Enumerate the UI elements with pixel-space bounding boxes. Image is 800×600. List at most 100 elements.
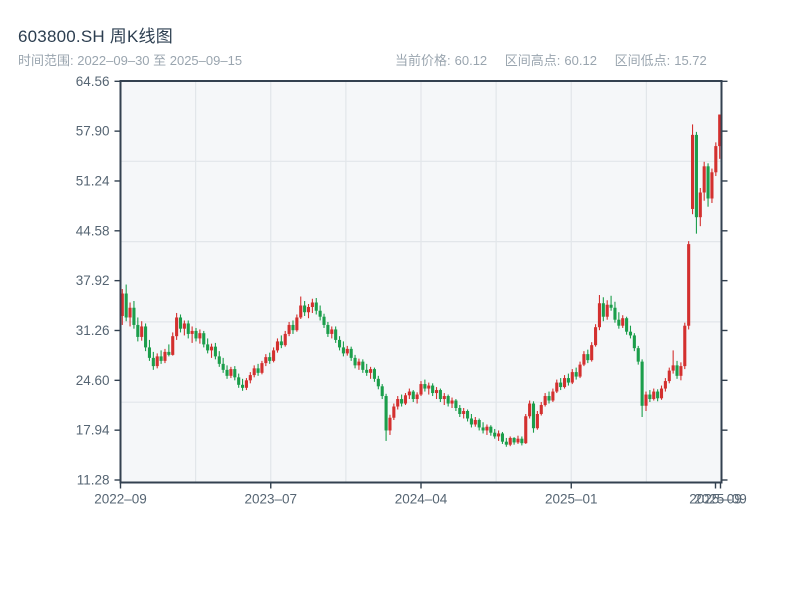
candle-body <box>531 403 536 429</box>
candle-body <box>310 302 314 307</box>
candle-body <box>256 368 260 373</box>
candle-body <box>376 378 380 387</box>
candle-body <box>458 408 462 414</box>
candle-body <box>260 363 264 373</box>
candle-body <box>632 335 636 349</box>
candle-body <box>605 304 609 317</box>
candle-body <box>388 417 392 431</box>
candle-body <box>698 192 702 218</box>
candle-body <box>450 400 454 404</box>
candle-body <box>512 437 516 443</box>
candle-body <box>353 357 357 366</box>
candle-body <box>652 391 656 400</box>
candle-body <box>171 336 175 355</box>
y-tick-label: 11.28 <box>77 473 110 488</box>
candle-body <box>524 416 528 444</box>
candle-body <box>392 406 396 418</box>
candle-body <box>299 305 303 318</box>
candle-body <box>202 333 206 345</box>
candle-body <box>147 347 152 358</box>
candle-body <box>551 391 555 401</box>
candle-body <box>454 400 458 409</box>
candle-body <box>361 361 365 370</box>
candle-body <box>516 438 520 443</box>
candle-body <box>644 394 648 406</box>
candle-body <box>520 438 524 444</box>
candle-body <box>508 437 512 445</box>
page-title: 603800.SH 周K线图 <box>18 27 173 46</box>
candle-body <box>213 346 217 357</box>
candle-body <box>411 391 415 400</box>
candle-body <box>473 419 477 425</box>
price-stats: 当前价格: 60.12 区间高点: 60.12 区间低点: 15.72 <box>395 50 721 69</box>
candle-body <box>120 293 124 316</box>
candle-body <box>337 339 342 348</box>
time-range-label: 时间范围: 2022–09–30 至 2025–09–15 <box>18 53 243 68</box>
candle-body <box>597 303 601 328</box>
candle-body <box>128 307 132 318</box>
candle-body <box>423 384 427 389</box>
candle-body <box>132 307 136 325</box>
range-high-stat: 区间高点: 60.12 <box>505 53 597 68</box>
candle-body <box>663 381 667 389</box>
candle-body <box>640 361 644 406</box>
candle-body <box>497 433 501 437</box>
candle-body <box>345 348 349 354</box>
candle-body <box>314 302 318 311</box>
candle-body <box>547 396 551 401</box>
candle-body <box>384 396 388 431</box>
candle-body <box>586 354 590 361</box>
candle-body <box>252 368 256 376</box>
candle-body <box>400 399 404 404</box>
candle-body <box>594 327 598 346</box>
candle-body <box>535 413 539 429</box>
candle-body <box>539 405 543 414</box>
candle-body <box>718 114 722 147</box>
candle-body <box>268 357 272 361</box>
current-price-label: 当前价格: <box>395 53 451 68</box>
candle-body <box>582 354 586 365</box>
candle-body <box>500 433 505 442</box>
candle-body <box>415 394 419 400</box>
candle-body <box>613 307 617 320</box>
y-tick-label: 51.24 <box>76 173 110 188</box>
candle-body <box>159 356 163 361</box>
candle-body <box>264 357 268 364</box>
candle-body <box>244 380 248 388</box>
candle-body <box>303 305 307 313</box>
candle-body <box>434 390 439 394</box>
candle-body <box>609 304 613 308</box>
candle-body <box>380 386 384 397</box>
candle-body <box>446 396 450 404</box>
x-tick-label: 2022–09 <box>94 492 147 507</box>
x-tick-label: 2025–01 <box>545 492 598 507</box>
x-tick-label: 2024–04 <box>395 492 448 507</box>
candle-body <box>237 377 241 385</box>
range-high-label: 区间高点: <box>504 53 561 68</box>
candle-body <box>617 319 621 326</box>
candle-body <box>574 372 578 377</box>
candle-body <box>570 372 574 383</box>
candle-body <box>349 348 353 358</box>
x-end-tick-label: 2025–09 <box>694 492 747 507</box>
candle-body <box>671 365 675 371</box>
candle-body <box>283 333 287 346</box>
candle-body <box>683 325 687 367</box>
candle-body <box>275 341 280 351</box>
candle-body <box>372 369 376 379</box>
candle-body <box>694 134 698 218</box>
range-low-label: 区间低点: <box>614 53 671 68</box>
candle-body <box>566 378 570 383</box>
candle-body <box>318 310 322 317</box>
candle-body <box>562 378 567 388</box>
candle-body <box>175 317 179 337</box>
candle-body <box>124 293 128 318</box>
candle-body <box>190 330 194 334</box>
candle-body <box>396 399 400 407</box>
candle-body <box>528 403 532 417</box>
candle-body <box>485 426 489 431</box>
candle-body <box>155 356 159 367</box>
candle-body <box>407 391 411 396</box>
candle-body <box>369 369 373 373</box>
y-tick-label: 64.56 <box>76 74 110 89</box>
